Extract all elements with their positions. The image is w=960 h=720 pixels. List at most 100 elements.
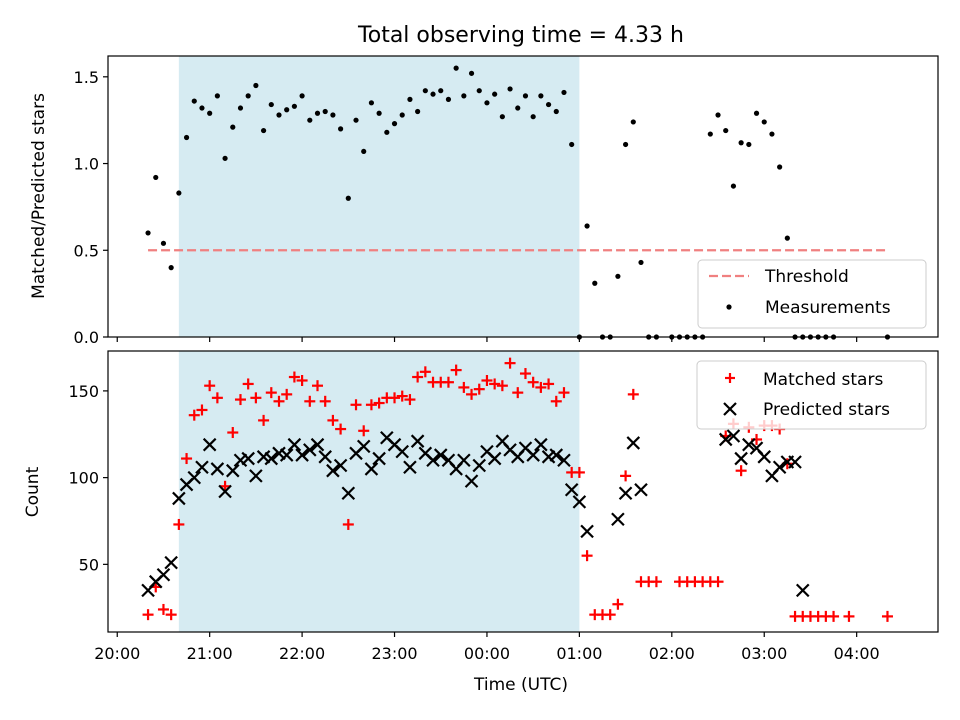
measurement-point: [361, 148, 367, 155]
predicted-legend-label: Predicted stars: [763, 400, 890, 420]
x-axis-label: Time (UTC): [473, 675, 568, 695]
measurement-point: [314, 110, 321, 116]
predicted-star-point: [202, 437, 217, 452]
y-tick-label: 1.5: [74, 68, 99, 87]
matched-star-point: [365, 399, 377, 411]
matched-star-point: [458, 381, 470, 393]
matched-star-point: [504, 357, 516, 369]
matched-star-point: [358, 425, 370, 437]
matched-star-point: [442, 376, 454, 388]
measurement-point: [461, 93, 467, 99]
predicted-star-point: [303, 443, 317, 457]
predicted-star-point: [795, 583, 810, 598]
predicted-star-point: [172, 491, 186, 506]
measurement-point: [391, 121, 398, 127]
x-tick-label: 04:00: [834, 644, 880, 663]
matched-legend-swatch: [725, 373, 735, 383]
measurement-point: [353, 117, 359, 123]
measurement-point: [507, 86, 513, 92]
matched-star-point: [650, 576, 662, 588]
measurement-point: [422, 88, 428, 94]
matched-star-point: [604, 609, 616, 621]
measurement-point: [484, 100, 490, 106]
predicted-star-point: [564, 482, 579, 497]
x-tick-label: 20:00: [94, 644, 140, 663]
matched-star-point: [543, 378, 555, 390]
matched-star-point: [335, 423, 347, 435]
matched-star-point: [489, 378, 501, 390]
matched-star-point: [234, 394, 246, 406]
measurement-point: [176, 190, 182, 196]
measurement-point: [214, 93, 220, 99]
x-tick-label: 01:00: [556, 644, 602, 663]
predicted-star-point: [264, 451, 279, 466]
measurement-point: [715, 112, 721, 118]
top-panel: 0.0 0.5 1.0 1.5 Total observing time = 4.33…: [29, 23, 939, 347]
matched-star-point: [828, 610, 840, 622]
predicted-star-point: [572, 495, 587, 509]
measurement-point: [407, 96, 413, 102]
matched-star-point: [196, 404, 208, 416]
matched-star-point: [181, 453, 193, 465]
predicted-star-point: [487, 451, 502, 466]
matched-star-point: [342, 518, 354, 530]
matched-star-point: [535, 381, 547, 393]
measurement-point: [291, 103, 297, 109]
measurement-point: [268, 101, 274, 108]
matched-star-point: [735, 465, 747, 477]
measurement-point: [638, 259, 644, 266]
predicted-star-point: [734, 451, 748, 466]
predicted-star-point: [249, 469, 263, 483]
predicted-star-point: [295, 448, 309, 462]
matched-star-point: [396, 390, 408, 402]
measurement-point: [476, 88, 482, 94]
predicted-star-point: [742, 437, 756, 452]
top-plot-frame: [107, 55, 939, 338]
matched-star-point: [142, 609, 154, 621]
measurement-point: [237, 105, 244, 111]
measurement-point: [222, 155, 228, 161]
matched-star-point: [558, 387, 570, 399]
measurement-point: [438, 88, 444, 94]
matched-star-point: [373, 397, 385, 409]
measurements-legend-label: Measurements: [765, 298, 891, 318]
bottom-y-ticks: 50 100 150: [68, 382, 108, 574]
matched-star-point: [404, 394, 416, 406]
measurement-point: [330, 112, 336, 118]
measurement-point: [145, 230, 151, 236]
y-tick-label: 50: [79, 555, 99, 574]
matched-star-point: [273, 395, 285, 407]
matched-legend-label: Matched stars: [763, 370, 883, 390]
predicted-star-point: [549, 448, 564, 462]
matched-star-point: [627, 388, 639, 400]
predicted-star-point: [534, 437, 548, 452]
measurement-point: [160, 240, 167, 246]
matched-star-point: [173, 518, 185, 530]
measurement-point: [345, 195, 351, 201]
matched-star-point: [265, 387, 277, 399]
matched-star-point: [712, 576, 724, 588]
measurement-point: [284, 107, 290, 113]
measurement-point: [615, 273, 621, 279]
predicted-star-point: [433, 448, 448, 462]
predicted-star-point: [356, 439, 371, 454]
matched-star-point: [550, 395, 562, 407]
measurement-point: [515, 105, 521, 111]
measurement-point: [276, 112, 282, 118]
matched-star-point: [512, 387, 524, 399]
matched-star-point: [612, 598, 624, 610]
y-tick-label: 0.0: [74, 328, 99, 347]
predicted-star-point: [241, 451, 255, 466]
matched-star-point: [350, 399, 362, 411]
predicted-star-point: [726, 429, 741, 443]
measurement-point: [492, 91, 498, 97]
predicted-star-point: [279, 448, 294, 462]
measurement-point: [746, 141, 752, 148]
matched-star-point: [419, 366, 431, 378]
measurement-point: [260, 127, 267, 134]
measurement-point: [230, 124, 236, 130]
measurements-legend-swatch: [726, 304, 732, 310]
predicted-star-point: [757, 450, 772, 464]
predicted-star-point: [310, 437, 325, 452]
